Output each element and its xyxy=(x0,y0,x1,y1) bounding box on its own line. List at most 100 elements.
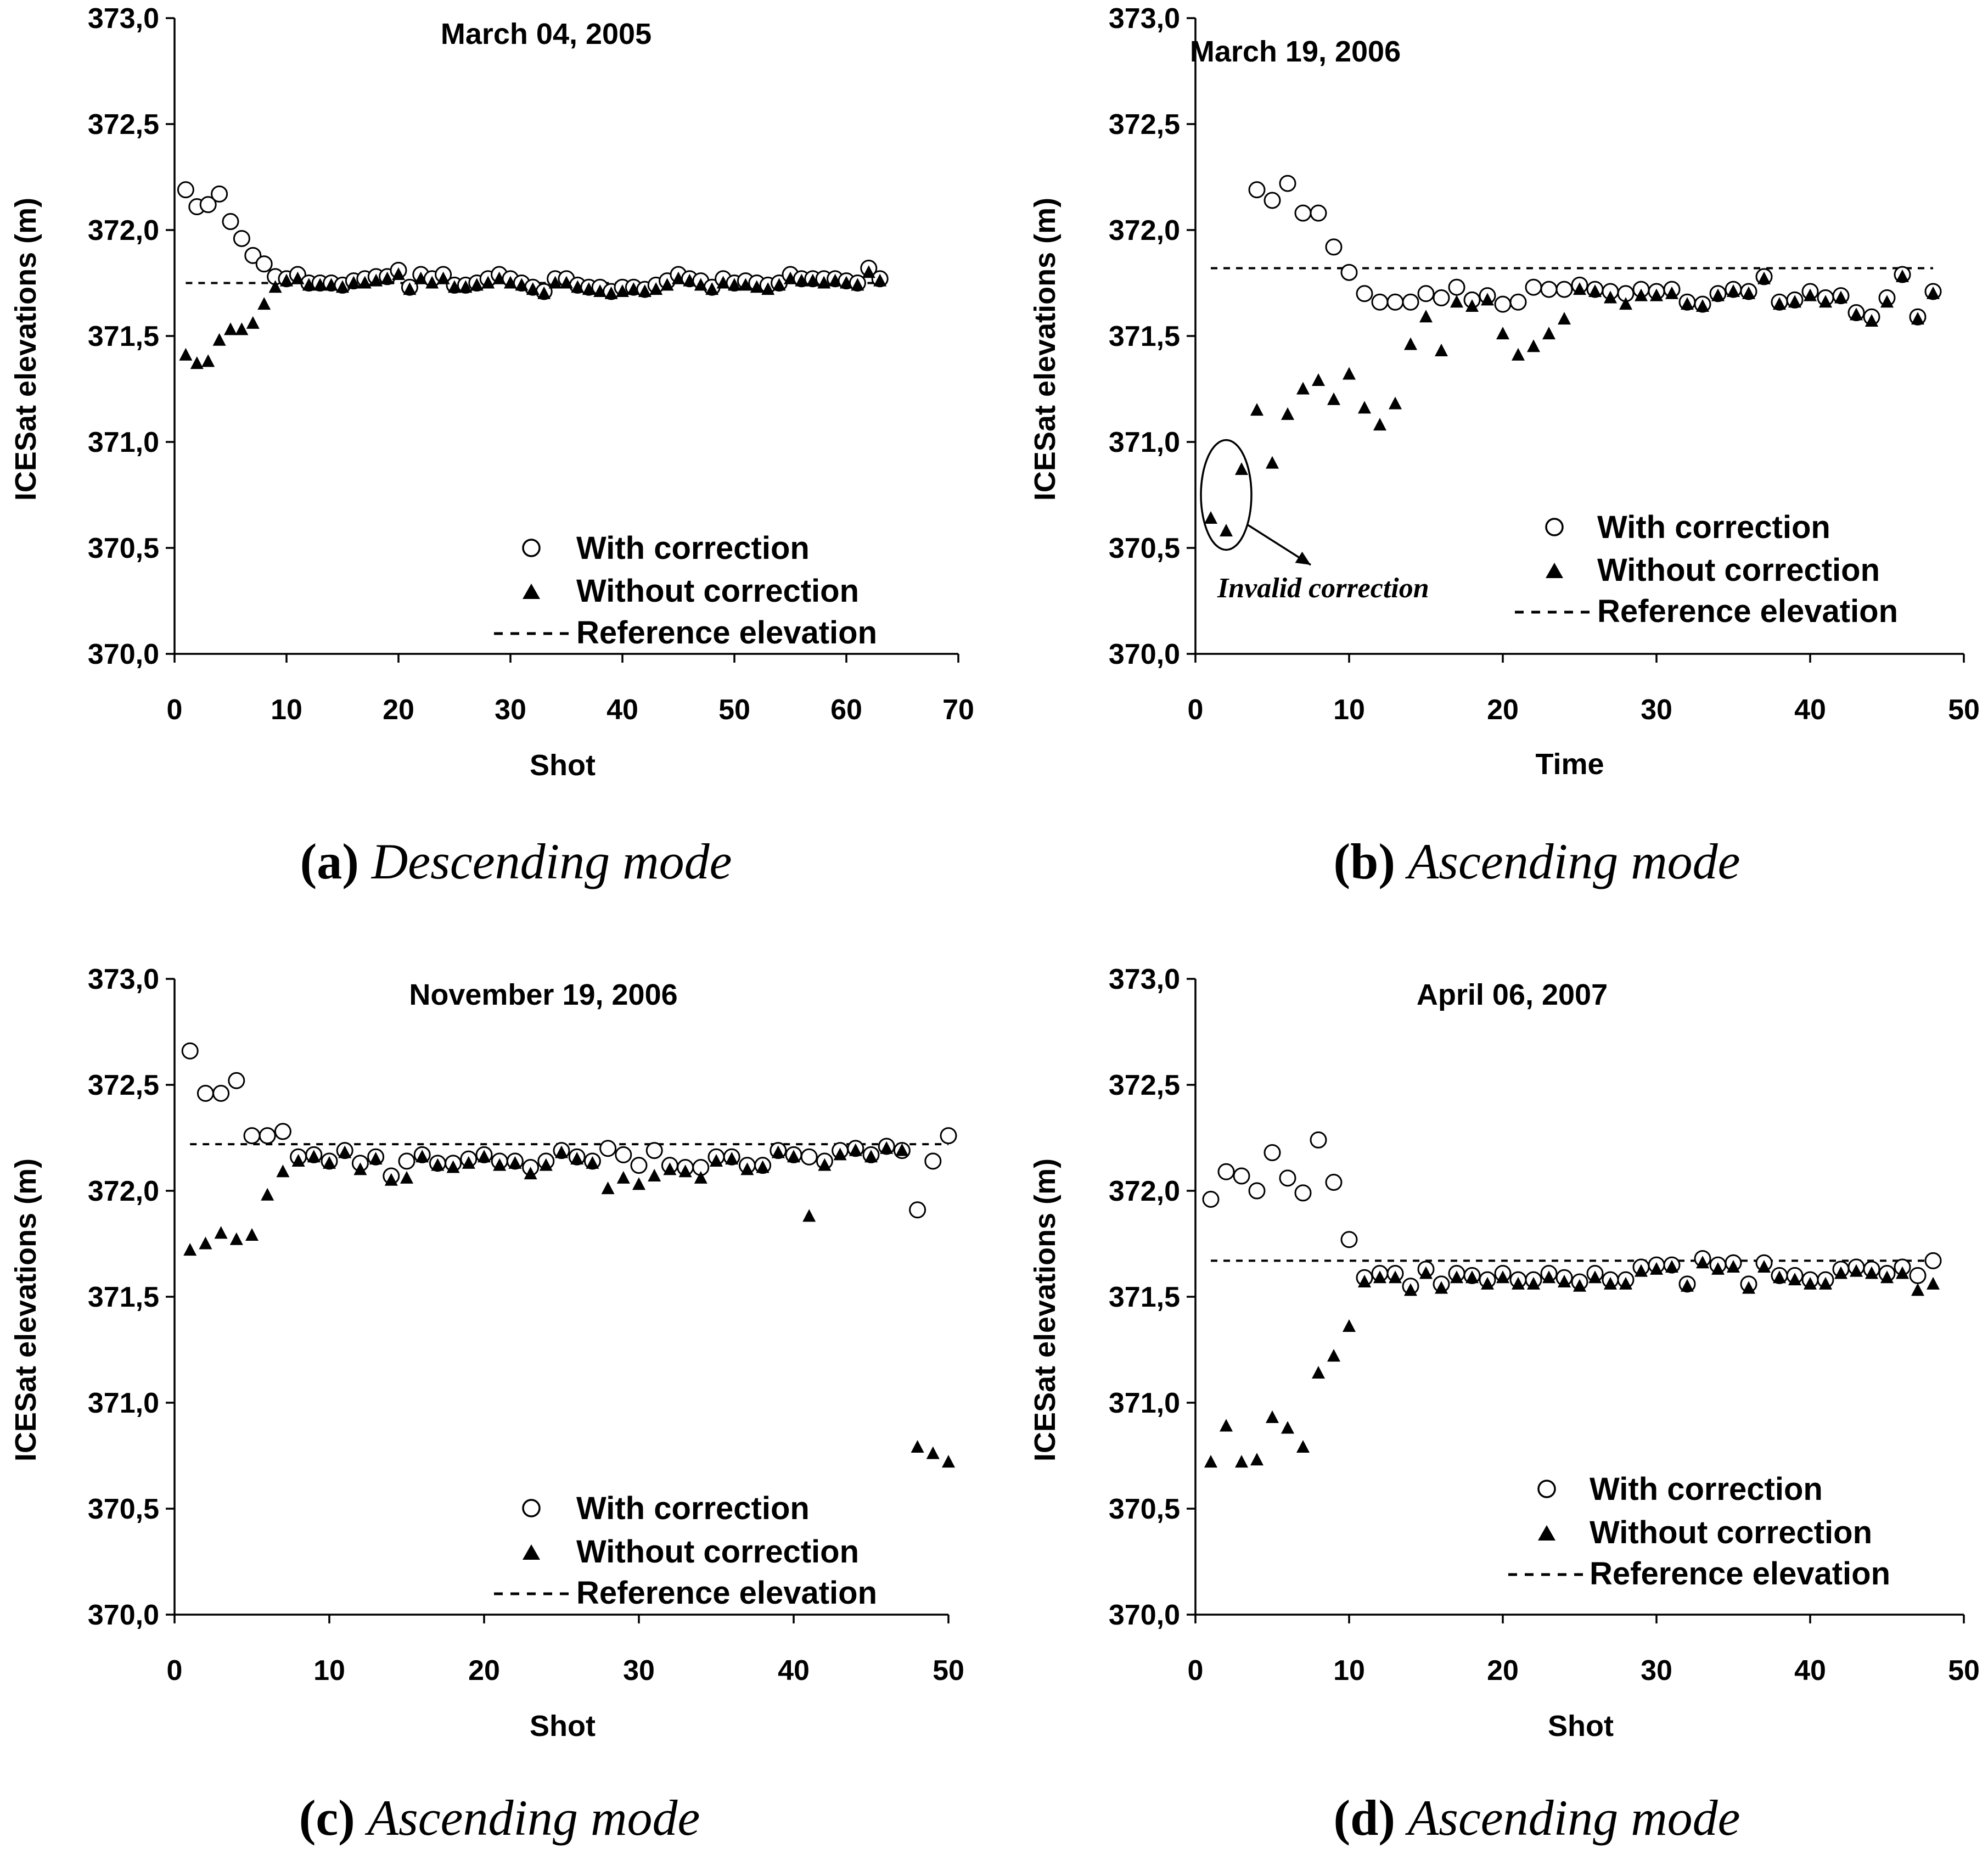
y-tick-label: 371,5 xyxy=(1109,321,1180,352)
tick-layer: 370,0 370,5 371,0 371,5 372,0 372,5 373,… xyxy=(88,964,964,1687)
x-tick-label: 10 xyxy=(1333,694,1365,726)
chart-legend: With correction Without correction Refer… xyxy=(1515,509,1898,629)
data-point-without-correction xyxy=(1773,1270,1786,1284)
y-tick-label: 372,5 xyxy=(1109,1069,1180,1101)
y-tick-label: 371,5 xyxy=(1109,1281,1180,1313)
data-point-without-correction xyxy=(1404,1283,1417,1296)
data-point-without-correction xyxy=(1865,313,1878,327)
data-point-without-correction xyxy=(1588,284,1602,297)
x-tick-label: 60 xyxy=(830,694,862,726)
data-point-with-correction xyxy=(1448,278,1465,296)
x-tick-label: 20 xyxy=(1487,694,1519,726)
data-point-without-correction xyxy=(582,282,596,295)
data-point-without-correction xyxy=(616,284,629,297)
y-tick-label: 372,0 xyxy=(88,215,159,247)
legend-label: Without correction xyxy=(576,1534,859,1570)
data-point-without-correction xyxy=(1604,1276,1617,1290)
data-point-with-correction xyxy=(1263,1144,1281,1162)
data-point-without-correction xyxy=(1635,288,1648,301)
data-point-with-correction xyxy=(199,196,217,214)
x-tick-label: 40 xyxy=(778,1655,810,1687)
x-axis-label: Shot xyxy=(1548,1710,1614,1743)
data-point-without-correction xyxy=(660,278,674,291)
data-point-without-correction xyxy=(291,1153,305,1167)
data-point-with-correction xyxy=(212,1084,230,1102)
x-tick-label: 50 xyxy=(1948,1655,1980,1687)
data-point-without-correction xyxy=(833,1147,847,1161)
data-point-without-correction xyxy=(1404,337,1417,350)
data-point-without-correction xyxy=(1588,1270,1602,1284)
data-point-without-correction xyxy=(926,1446,940,1459)
data-point-without-correction xyxy=(425,276,439,289)
data-point-without-correction xyxy=(446,1160,460,1173)
x-tick-label: 40 xyxy=(1794,694,1826,726)
x-tick-label: 0 xyxy=(167,694,183,726)
data-point-without-correction xyxy=(873,273,887,287)
y-tick-label: 370,5 xyxy=(1109,1493,1180,1525)
data-point-without-correction xyxy=(1927,286,1940,299)
series-without-correction xyxy=(179,265,887,369)
caption-mode: Descending mode xyxy=(370,833,732,889)
y-tick-label: 373,0 xyxy=(1109,964,1180,995)
data-point-without-correction xyxy=(470,278,484,291)
annotation-arrow-head xyxy=(1295,551,1311,565)
data-point-without-correction xyxy=(772,278,786,291)
data-point-without-correction xyxy=(1650,288,1663,301)
panel-caption: (c) Ascending mode xyxy=(299,1790,700,1846)
data-point-without-correction xyxy=(1343,367,1356,380)
legend-marker-without-correction xyxy=(1538,1525,1555,1541)
data-point-with-correction xyxy=(398,1152,415,1170)
data-point-with-correction xyxy=(1310,1131,1327,1149)
data-point-without-correction xyxy=(571,280,585,293)
data-point-without-correction xyxy=(1465,299,1479,312)
caption-letter: (b) xyxy=(1334,833,1395,889)
data-point-with-correction xyxy=(181,1042,199,1060)
x-tick-label: 0 xyxy=(1188,694,1204,726)
data-point-without-correction xyxy=(369,273,383,287)
x-tick-label: 0 xyxy=(167,1655,183,1687)
y-tick-label: 372,5 xyxy=(88,109,159,141)
data-point-without-correction xyxy=(392,267,405,281)
data-point-with-correction xyxy=(1263,192,1281,209)
panel-caption: (a) Descending mode xyxy=(300,833,732,889)
legend-marker-with-correction xyxy=(522,539,541,557)
data-point-without-correction xyxy=(1266,456,1279,469)
x-tick-label: 20 xyxy=(383,694,414,726)
x-axis-label: Shot xyxy=(530,749,596,782)
y-tick-label: 373,0 xyxy=(88,964,159,995)
data-point-without-correction xyxy=(648,1168,661,1181)
data-point-without-correction xyxy=(632,1177,645,1190)
data-point-with-correction xyxy=(1340,264,1358,281)
data-point-with-correction xyxy=(244,247,262,264)
data-point-without-correction xyxy=(1804,288,1817,301)
data-point-without-correction xyxy=(1281,1421,1294,1434)
y-tick-label: 373,0 xyxy=(88,3,159,35)
data-point-with-correction xyxy=(1402,293,1419,311)
tick-layer: 370,0 370,5 371,0 371,5 372,0 372,5 373,… xyxy=(1109,3,1980,726)
data-point-without-correction xyxy=(324,278,338,291)
y-axis-label: ICESat elevations (m) xyxy=(9,1158,42,1461)
data-point-without-correction xyxy=(1389,1270,1402,1284)
series-without-correction xyxy=(1204,1256,1940,1468)
data-point-without-correction xyxy=(201,354,215,367)
data-point-without-correction xyxy=(459,280,473,293)
data-point-without-correction xyxy=(616,1170,630,1184)
y-tick-label: 371,0 xyxy=(1109,427,1180,458)
data-point-without-correction xyxy=(560,276,573,289)
data-point-without-correction xyxy=(1312,1365,1325,1379)
data-point-without-correction xyxy=(851,278,864,291)
data-point-with-correction xyxy=(1509,293,1527,311)
data-point-without-correction xyxy=(1665,286,1678,299)
data-point-without-correction xyxy=(400,1170,413,1184)
data-point-without-correction xyxy=(358,276,372,289)
data-point-without-correction xyxy=(1927,1276,1940,1290)
x-tick-label: 30 xyxy=(495,694,526,726)
chart-title: March 19, 2006 xyxy=(1190,35,1401,68)
data-point-without-correction xyxy=(336,280,349,293)
data-point-without-correction xyxy=(1327,1349,1340,1362)
data-point-with-correction xyxy=(274,1123,291,1140)
data-point-without-correction xyxy=(1373,418,1386,431)
data-point-without-correction xyxy=(1604,290,1617,304)
data-point-with-correction xyxy=(233,229,250,247)
